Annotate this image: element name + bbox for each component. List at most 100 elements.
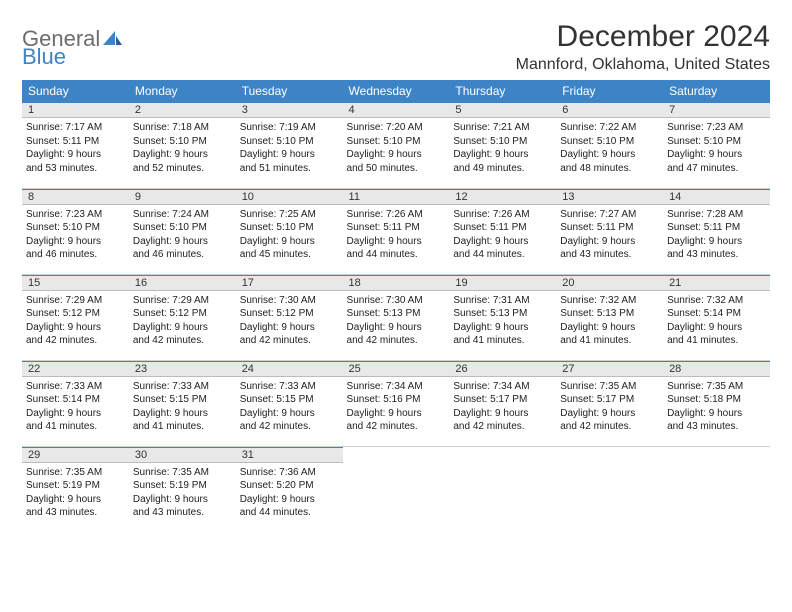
sunset-text: Sunset: 5:14 PM (26, 393, 125, 407)
daylight-text-1: Daylight: 9 hours (240, 493, 339, 507)
calendar-cell: 8Sunrise: 7:23 AMSunset: 5:10 PMDaylight… (22, 188, 129, 274)
calendar-cell (449, 446, 556, 532)
daylight-text-2: and 42 minutes. (560, 420, 659, 434)
weekday-header: Friday (556, 80, 663, 102)
day-number: 9 (129, 189, 236, 205)
day-number: 4 (343, 102, 450, 118)
sunset-text: Sunset: 5:10 PM (133, 221, 232, 235)
sail-icon (102, 30, 124, 48)
daylight-text-2: and 43 minutes. (560, 248, 659, 262)
day-info: Sunrise: 7:31 AMSunset: 5:13 PMDaylight:… (449, 291, 556, 348)
calendar-cell: 6Sunrise: 7:22 AMSunset: 5:10 PMDaylight… (556, 102, 663, 188)
daylight-text-2: and 41 minutes. (133, 420, 232, 434)
day-number: 23 (129, 361, 236, 377)
daylight-text-2: and 44 minutes. (347, 248, 446, 262)
day-info: Sunrise: 7:19 AMSunset: 5:10 PMDaylight:… (236, 118, 343, 175)
daylight-text-2: and 42 minutes. (240, 420, 339, 434)
calendar-cell: 7 Sunrise: 7:23 AMSunset: 5:10 PMDaylight… (663, 102, 770, 188)
sunset-text: Sunset: 5:10 PM (26, 221, 125, 235)
sunrise-text: Sunrise: 7:30 AM (240, 294, 339, 308)
calendar-cell: 31Sunrise: 7:36 AMSunset: 5:20 PMDayligh… (236, 446, 343, 532)
calendar-cell: 17Sunrise: 7:30 AMSunset: 5:12 PMDayligh… (236, 274, 343, 360)
calendar-cell: 13Sunrise: 7:27 AMSunset: 5:11 PMDayligh… (556, 188, 663, 274)
daylight-text-1: Daylight: 9 hours (133, 493, 232, 507)
sunrise-text: Sunrise: 7:35 AM (560, 380, 659, 394)
day-info: Sunrise: 7:35 AMSunset: 5:19 PMDaylight:… (129, 463, 236, 520)
day-info: Sunrise: 7:33 AMSunset: 5:15 PMDaylight:… (236, 377, 343, 434)
day-info: Sunrise: 7:18 AMSunset: 5:10 PMDaylight:… (129, 118, 236, 175)
daylight-text-1: Daylight: 9 hours (560, 148, 659, 162)
sunrise-text: Sunrise: 7:29 AM (26, 294, 125, 308)
sunrise-text: Sunrise: 7:28 AM (667, 208, 766, 222)
daylight-text-2: and 45 minutes. (240, 248, 339, 262)
calendar-cell (343, 446, 450, 532)
daylight-text-1: Daylight: 9 hours (667, 148, 766, 162)
day-info: Sunrise: 7:26 AMSunset: 5:11 PMDaylight:… (343, 205, 450, 262)
sunrise-text: Sunrise: 7:23 AM (26, 208, 125, 222)
day-info: Sunrise: 7:35 AMSunset: 5:18 PMDaylight:… (663, 377, 770, 434)
day-number: 7 (663, 102, 770, 118)
sunset-text: Sunset: 5:17 PM (453, 393, 552, 407)
sunset-text: Sunset: 5:10 PM (453, 135, 552, 149)
calendar-cell: 10Sunrise: 7:25 AMSunset: 5:10 PMDayligh… (236, 188, 343, 274)
sunrise-text: Sunrise: 7:26 AM (347, 208, 446, 222)
calendar-cell: 16Sunrise: 7:29 AMSunset: 5:12 PMDayligh… (129, 274, 236, 360)
sunrise-text: Sunrise: 7:24 AM (133, 208, 232, 222)
daylight-text-2: and 41 minutes. (667, 334, 766, 348)
sunset-text: Sunset: 5:11 PM (347, 221, 446, 235)
day-number: 28 (663, 361, 770, 377)
daylight-text-2: and 42 minutes. (453, 420, 552, 434)
day-number: 8 (22, 189, 129, 205)
day-number: 15 (22, 275, 129, 291)
daylight-text-1: Daylight: 9 hours (133, 321, 232, 335)
sunrise-text: Sunrise: 7:25 AM (240, 208, 339, 222)
day-number: 29 (22, 447, 129, 463)
location-text: Mannford, Oklahoma, United States (516, 56, 770, 74)
sunrise-text: Sunrise: 7:23 AM (667, 121, 766, 135)
day-number: 27 (556, 361, 663, 377)
day-info: Sunrise: 7:33 AMSunset: 5:15 PMDaylight:… (129, 377, 236, 434)
daylight-text-1: Daylight: 9 hours (26, 148, 125, 162)
sunset-text: Sunset: 5:12 PM (240, 307, 339, 321)
calendar-cell: 1Sunrise: 7:17 AMSunset: 5:11 PMDaylight… (22, 102, 129, 188)
day-number: 30 (129, 447, 236, 463)
calendar-cell: 14Sunrise: 7:28 AMSunset: 5:11 PMDayligh… (663, 188, 770, 274)
day-info: Sunrise: 7:21 AMSunset: 5:10 PMDaylight:… (449, 118, 556, 175)
calendar-cell: 29Sunrise: 7:35 AMSunset: 5:19 PMDayligh… (22, 446, 129, 532)
daylight-text-2: and 47 minutes. (667, 162, 766, 176)
sunrise-text: Sunrise: 7:35 AM (133, 466, 232, 480)
calendar-cell: 5Sunrise: 7:21 AMSunset: 5:10 PMDaylight… (449, 102, 556, 188)
sunset-text: Sunset: 5:10 PM (667, 135, 766, 149)
calendar-cell: 3Sunrise: 7:19 AMSunset: 5:10 PMDaylight… (236, 102, 343, 188)
calendar-cell (556, 446, 663, 532)
sunrise-text: Sunrise: 7:35 AM (667, 380, 766, 394)
sunset-text: Sunset: 5:10 PM (347, 135, 446, 149)
daylight-text-2: and 48 minutes. (560, 162, 659, 176)
sunset-text: Sunset: 5:11 PM (453, 221, 552, 235)
daylight-text-1: Daylight: 9 hours (667, 407, 766, 421)
calendar-row: 1Sunrise: 7:17 AMSunset: 5:11 PMDaylight… (22, 102, 770, 188)
sunset-text: Sunset: 5:10 PM (240, 221, 339, 235)
daylight-text-2: and 51 minutes. (240, 162, 339, 176)
sunrise-text: Sunrise: 7:22 AM (560, 121, 659, 135)
calendar-cell: 28Sunrise: 7:35 AMSunset: 5:18 PMDayligh… (663, 360, 770, 446)
calendar-cell: 25Sunrise: 7:34 AMSunset: 5:16 PMDayligh… (343, 360, 450, 446)
weekday-header: Sunday (22, 80, 129, 102)
daylight-text-1: Daylight: 9 hours (453, 321, 552, 335)
weekday-header: Tuesday (236, 80, 343, 102)
weekday-header: Wednesday (343, 80, 450, 102)
daylight-text-2: and 43 minutes. (133, 506, 232, 520)
daylight-text-1: Daylight: 9 hours (26, 493, 125, 507)
daylight-text-2: and 52 minutes. (133, 162, 232, 176)
calendar-page: General December 2024 Mannford, Oklahoma… (0, 0, 792, 552)
day-number: 5 (449, 102, 556, 118)
daylight-text-1: Daylight: 9 hours (240, 407, 339, 421)
calendar-cell: 30Sunrise: 7:35 AMSunset: 5:19 PMDayligh… (129, 446, 236, 532)
day-number: 11 (343, 189, 450, 205)
sunrise-text: Sunrise: 7:26 AM (453, 208, 552, 222)
sunset-text: Sunset: 5:13 PM (453, 307, 552, 321)
sunrise-text: Sunrise: 7:33 AM (133, 380, 232, 394)
calendar-cell (663, 446, 770, 532)
brand-part2: Blue (22, 44, 66, 69)
sunset-text: Sunset: 5:17 PM (560, 393, 659, 407)
